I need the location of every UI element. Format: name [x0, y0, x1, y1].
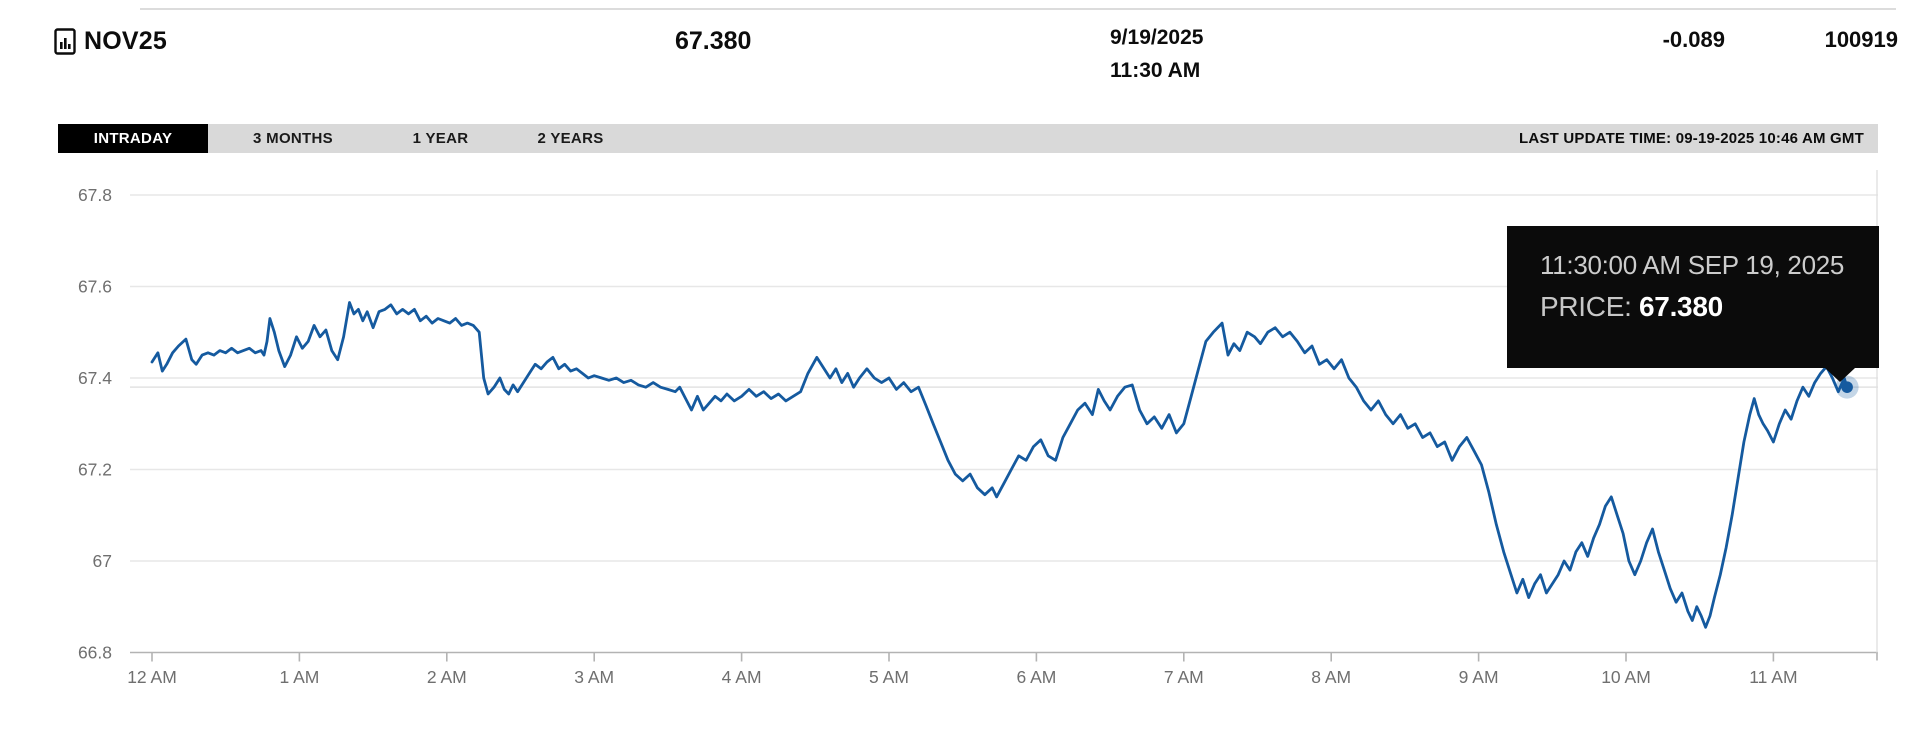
- tooltip-price-value: 67.380: [1639, 291, 1723, 322]
- y-tick-label: 66.8: [78, 643, 112, 663]
- quote-time: 11:30 AM: [1110, 59, 1201, 82]
- price-tooltip: 11:30:00 AM SEP 19, 2025 PRICE: 67.380: [1507, 226, 1879, 382]
- last-update-time: LAST UPDATE TIME: 09-19-2025 10:46 AM GM…: [1519, 130, 1864, 147]
- price-line-series: [150, 301, 1849, 629]
- last-point-marker: [1841, 381, 1853, 393]
- x-tick-label: 6 AM: [1016, 667, 1056, 687]
- tooltip-pointer: [1825, 368, 1855, 382]
- tooltip-price: PRICE: 67.380: [1540, 291, 1879, 323]
- tooltip-timestamp: 11:30:00 AM SEP 19, 2025: [1540, 250, 1845, 280]
- x-tick-label: 12 AM: [127, 667, 177, 687]
- price-change: -0.089: [1662, 27, 1725, 52]
- x-tick-label: 5 AM: [869, 667, 909, 687]
- y-tick-label: 67: [93, 551, 112, 571]
- x-tick-label: 9 AM: [1459, 667, 1499, 687]
- x-tick-label: 8 AM: [1311, 667, 1351, 687]
- period-tabbar: INTRADAY 3 MONTHS 1 YEAR 2 YEARS LAST UP…: [58, 124, 1878, 153]
- y-tick-label: 67.8: [78, 185, 112, 205]
- contract-symbol: NOV25: [84, 27, 167, 55]
- y-tick-label: 67.4: [78, 368, 112, 388]
- contract-document-icon: [54, 28, 76, 55]
- last-price: 67.380: [675, 27, 752, 55]
- y-tick-label: 67.6: [78, 277, 112, 297]
- tab-2-years[interactable]: 2 YEARS: [537, 130, 604, 147]
- x-tick-label: 3 AM: [574, 667, 614, 687]
- tab-1-year[interactable]: 1 YEAR: [412, 130, 469, 147]
- tooltip-price-label: PRICE:: [1540, 291, 1640, 322]
- x-tick-label: 4 AM: [722, 667, 762, 687]
- quote-date: 9/19/2025: [1110, 26, 1204, 49]
- x-tick-label: 11 AM: [1749, 667, 1797, 687]
- x-tick-label: 10 AM: [1601, 667, 1651, 687]
- top-divider: [140, 8, 1896, 10]
- y-tick-label: 67.2: [78, 460, 112, 480]
- tab-3-months[interactable]: 3 MONTHS: [253, 130, 333, 147]
- x-tick-label: 2 AM: [427, 667, 467, 687]
- volume: 100919: [1824, 27, 1898, 52]
- x-tick-label: 7 AM: [1164, 667, 1204, 687]
- x-tick-label: 1 AM: [279, 667, 319, 687]
- tab-intraday[interactable]: INTRADAY: [58, 124, 208, 153]
